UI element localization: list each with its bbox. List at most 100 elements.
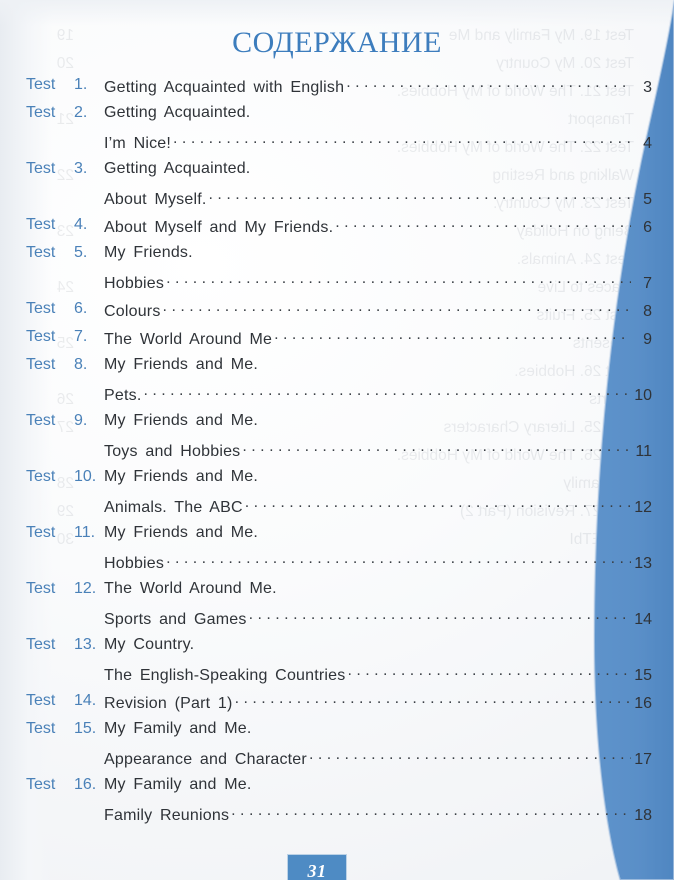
toc-page-number: 9 [643, 331, 652, 348]
toc-entry-row[interactable]: Test 5. My Friends. [0, 244, 674, 272]
toc-test-label: Test [26, 356, 56, 373]
toc-entry-title: Hobbies [104, 275, 165, 292]
toc-entry-title: My Family and Me. [104, 776, 252, 793]
toc-entry-title: Colours [104, 303, 161, 320]
toc-entry-row[interactable]: Test 2. Getting Acquainted. [0, 104, 674, 132]
toc-page-number: 3 [643, 79, 652, 96]
toc-entry-row[interactable]: Test 13. My Country. [0, 636, 674, 664]
toc-entry-title: Toys and Hobbies [104, 443, 241, 460]
toc-entry-row[interactable]: Test 7. The World Around Me 9 [0, 328, 674, 356]
toc-entry-row[interactable]: About Myself. 5 [0, 188, 674, 216]
toc-entry-row[interactable]: Test 1. Getting Acquainted with English 3 [0, 76, 674, 104]
toc-page-number: 7 [643, 275, 652, 292]
toc-test-label: Test [26, 244, 56, 261]
toc-test-number: 9. [74, 412, 88, 429]
toc-test-label: Test [26, 524, 56, 541]
toc-entry-title: About Myself and My Friends. [104, 219, 334, 236]
toc-entry-row[interactable]: Test 6. Colours 8 [0, 300, 674, 328]
toc-test-number: 4. [74, 216, 88, 233]
toc-entry-title: Revision (Part 1) [104, 695, 233, 712]
toc-entry-row[interactable]: Test 4. About Myself and My Friends. 6 [0, 216, 674, 244]
dot-leader [249, 608, 631, 624]
toc-page-number: 13 [634, 555, 652, 572]
dot-leader [347, 664, 631, 680]
dot-leader [235, 692, 631, 708]
toc-page-number: 8 [643, 303, 652, 320]
toc-entry-title: Hobbies [104, 555, 165, 572]
toc-entry-title: I’m Nice! [104, 135, 172, 152]
dot-leader [143, 384, 631, 400]
toc-page-number: 11 [635, 443, 652, 460]
toc-test-number: 6. [74, 300, 88, 317]
toc-test-label: Test [26, 580, 56, 597]
toc-entry-row[interactable]: Family Reunions 18 [0, 804, 674, 832]
toc-test-label: Test [26, 692, 56, 709]
toc-page-number: 4 [643, 135, 652, 152]
dot-leader [166, 272, 631, 288]
toc-test-number: 13. [74, 636, 97, 653]
toc-entry-row[interactable]: Test 11. My Friends and Me. [0, 524, 674, 552]
toc-entry-row[interactable]: Test 16. My Family and Me. [0, 776, 674, 804]
toc-test-label: Test [26, 636, 56, 653]
toc-entry-row[interactable]: Pets. 10 [0, 384, 674, 412]
toc-test-label: Test [26, 328, 56, 345]
toc-test-label: Test [26, 468, 56, 485]
toc-entry-row[interactable]: Test 14. Revision (Part 1) 16 [0, 692, 674, 720]
toc-entry-title: My Friends and Me. [104, 468, 258, 485]
toc-test-label: Test [26, 76, 56, 93]
toc-entry-title: The English-Speaking Countries [104, 667, 346, 684]
toc-entry-row[interactable]: Test 9. My Friends and Me. [0, 412, 674, 440]
dot-leader [231, 804, 631, 820]
toc-test-number: 16. [74, 776, 97, 793]
toc-page-number: 14 [634, 611, 652, 628]
toc-entry-row[interactable]: The English-Speaking Countries 15 [0, 664, 674, 692]
toc-entry-title: My Country. [104, 636, 195, 653]
toc-page-number: 18 [634, 807, 652, 824]
toc-entry-title: My Friends and Me. [104, 356, 258, 373]
toc-entry-row[interactable]: Sports and Games 14 [0, 608, 674, 636]
dot-leader [346, 76, 631, 92]
dot-leader [245, 496, 631, 512]
toc-test-number: 2. [74, 104, 88, 121]
toc-test-number: 12. [74, 580, 97, 597]
toc-page-number: 6 [643, 219, 652, 236]
page-title: СОДЕРЖАНИЕ [232, 26, 442, 59]
dot-leader [163, 300, 631, 316]
toc-entry-row[interactable]: Test 15. My Family and Me. [0, 720, 674, 748]
toc-test-number: 10. [74, 468, 97, 485]
toc-entry-title: Getting Acquainted. [104, 160, 251, 177]
dot-leader [173, 132, 631, 148]
toc-entry-row[interactable]: Animals. The ABC 12 [0, 496, 674, 524]
toc-entry-title: My Friends and Me. [104, 412, 258, 429]
dot-leader [335, 216, 631, 232]
toc-entry-title: My Friends and Me. [104, 524, 258, 541]
toc-entry-row[interactable]: Hobbies 7 [0, 272, 674, 300]
toc-test-label: Test [26, 216, 56, 233]
toc-entry-title: Animals. The ABC [104, 499, 243, 516]
toc-entry-title: Getting Acquainted. [104, 104, 251, 121]
toc-entry-row[interactable]: Test 12. The World Around Me. [0, 580, 674, 608]
toc-page-number: 16 [634, 695, 652, 712]
toc-test-label: Test [26, 300, 56, 317]
toc-entry-row[interactable]: Test 3. Getting Acquainted. [0, 160, 674, 188]
toc-entry-row[interactable]: Appearance and Character 17 [0, 748, 674, 776]
toc-test-label: Test [26, 412, 56, 429]
page-number-badge: 31 [287, 854, 347, 880]
toc-entry-title: The World Around Me [104, 331, 273, 348]
toc-entry-row[interactable]: Toys and Hobbies 11 [0, 440, 674, 468]
toc-entry-row[interactable]: I’m Nice! 4 [0, 132, 674, 160]
toc-entry-row[interactable]: Hobbies 13 [0, 552, 674, 580]
toc-entry-title: Family Reunions [104, 807, 230, 824]
toc-test-number: 14. [74, 692, 97, 709]
top-shadow [0, 0, 674, 26]
toc-entry-title: Getting Acquainted with English [104, 79, 345, 96]
toc-page-number: 5 [643, 191, 652, 208]
toc-page-number: 12 [634, 499, 652, 516]
toc-entry-row[interactable]: Test 10. My Friends and Me. [0, 468, 674, 496]
toc-page-number: 10 [634, 387, 652, 404]
toc-entry-row[interactable]: Test 8. My Friends and Me. [0, 356, 674, 384]
toc-test-number: 1. [74, 76, 88, 93]
toc-test-number: 7. [74, 328, 88, 345]
